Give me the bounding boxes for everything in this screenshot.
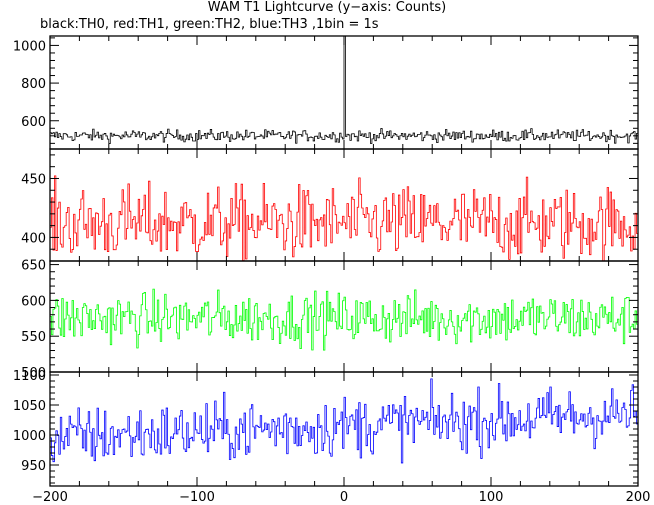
x-tick-label: 0 bbox=[340, 490, 348, 505]
y-tick-label: 400 bbox=[21, 231, 46, 246]
y-tick-label: 800 bbox=[21, 77, 46, 92]
chart-title: WAM T1 Lightcurve (y−axis: Counts) bbox=[207, 0, 447, 15]
y-tick-label: 1000 bbox=[13, 39, 46, 54]
y-tick-label: 500 bbox=[21, 366, 46, 381]
x-tick-label: 200 bbox=[626, 490, 651, 505]
y-tick-label: 450 bbox=[21, 172, 46, 187]
series-line-th2 bbox=[50, 288, 638, 351]
y-tick-label: 950 bbox=[21, 459, 46, 474]
series-line-th3 bbox=[50, 378, 638, 464]
y-tick-label: 650 bbox=[21, 259, 46, 274]
y-tick-label: 1000 bbox=[13, 429, 46, 444]
x-tick-label: −200 bbox=[32, 490, 68, 505]
y-tick-label: 1050 bbox=[13, 399, 46, 414]
x-tick-label: −100 bbox=[179, 490, 215, 505]
y-tick-label: 1100 bbox=[13, 369, 46, 384]
series-line-th0 bbox=[50, 36, 638, 144]
x-tick-label: 100 bbox=[479, 490, 504, 505]
y-tick-label: 600 bbox=[21, 115, 46, 130]
chart-subtitle: black:TH0, red:TH1, green:TH2, blue:TH3 … bbox=[40, 17, 379, 32]
y-tick-label: 550 bbox=[21, 330, 46, 345]
series-line-th1 bbox=[50, 175, 638, 261]
y-tick-label: 600 bbox=[21, 294, 46, 309]
